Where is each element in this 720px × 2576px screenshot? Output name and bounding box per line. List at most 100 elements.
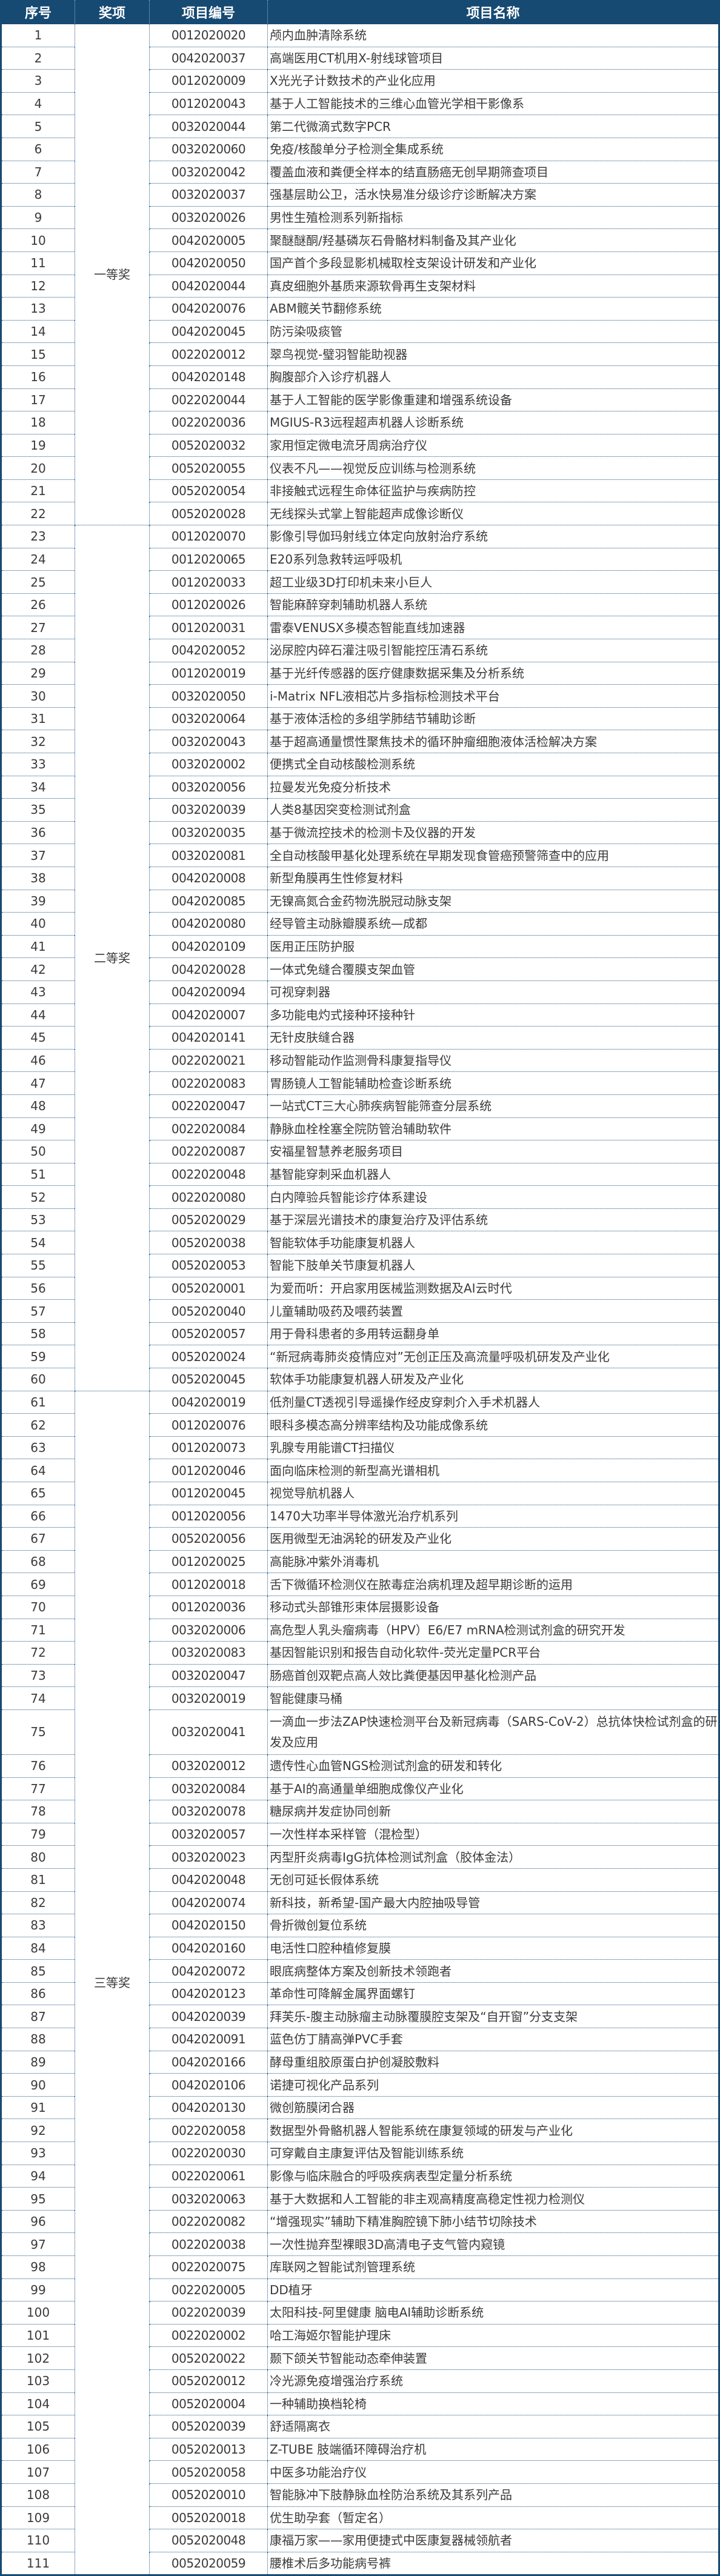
table-row: 68 0012020025 高能脉冲紫外消毒机 <box>1 1549 719 1573</box>
row-seq: 104 <box>1 2392 75 2415</box>
row-seq: 82 <box>1 1891 75 1914</box>
project-name: 眼底病整体方案及创新技术领跑者 <box>267 1959 719 1983</box>
table-row: 93 0022020030 可穿戴自主康复评估及智能训练系统 <box>1 2142 719 2165</box>
project-name: 库联网之智能试剂管理系统 <box>267 2255 719 2279</box>
table-row: 42 0042020028 一体式免缝合覆膜支架血管 <box>1 957 719 981</box>
table-row: 103 0052020012 冷光源免疫增强治疗系统 <box>1 2369 719 2393</box>
table-row: 91 0042020130 微创筋膜闭合器 <box>1 2095 719 2119</box>
row-seq: 9 <box>1 205 75 229</box>
row-seq: 18 <box>1 411 75 434</box>
table-row: 41 0042020109 医用正压防护服 <box>1 934 719 958</box>
project-name: 一体式免缝合覆膜支架血管 <box>267 957 719 981</box>
row-seq: 100 <box>1 2301 75 2325</box>
row-seq: 20 <box>1 456 75 480</box>
table-row: 98 0022020075 库联网之智能试剂管理系统 <box>1 2255 719 2279</box>
project-code: 0012020033 <box>149 570 268 594</box>
table-row: 34 0032020056 拉曼发光免疫分析技术 <box>1 775 719 799</box>
table-row: 26 0012020026 智能麻醉穿刺辅助机器人系统 <box>1 593 719 616</box>
project-code: 0012020009 <box>149 69 268 93</box>
project-name: 优生助孕套（暂定名） <box>267 2506 719 2529</box>
project-code: 0042020028 <box>149 957 268 981</box>
table-row: 96 0022020082 “增强现实”辅助下精准胸腔镜下肺小结节切除技术 <box>1 2209 719 2233</box>
row-seq: 99 <box>1 2278 75 2301</box>
table-row: 101 0022020002 哈工海姬尔智能护理床 <box>1 2323 719 2347</box>
row-seq: 106 <box>1 2437 75 2461</box>
project-name: 乳腺专用能谱CT扫描仪 <box>267 1436 719 1459</box>
table-row: 72 0032020083 基因智能识别和报告自动化软件-荧光定量PCR平台 <box>1 1641 719 1665</box>
row-seq: 41 <box>1 934 75 958</box>
project-code: 0012020043 <box>149 92 268 115</box>
row-seq: 84 <box>1 1936 75 1960</box>
project-name: 智能软体手功能康复机器人 <box>267 1231 719 1254</box>
project-name: 基于超高通量惯性聚焦技术的循环肿瘤细胞液体活检解决方案 <box>267 730 719 753</box>
project-code: 0032020044 <box>149 115 268 138</box>
table-row: 86 0042020123 革命性可降解金属界面螺钉 <box>1 1982 719 2005</box>
table-row: 74 0032020019 智能健康马桶 <box>1 1686 719 1710</box>
project-code: 0042020045 <box>149 319 268 343</box>
table-row: 28 0042020052 泌尿腔内碎石灌注吸引智能控压清石系统 <box>1 639 719 662</box>
table-row: 52 0022020080 白内障验兵智能诊疗体系建设 <box>1 1185 719 1209</box>
project-name: 医用正压防护服 <box>267 934 719 958</box>
table-row: 40 0042020080 经导管主动脉瓣膜系统—成都 <box>1 912 719 936</box>
project-name: 肠癌首创双靶点高人效比粪便基因甲基化检测产品 <box>267 1663 719 1687</box>
table-row: 27 0012020031 雷泰VENUSX多模态智能直线加速器 <box>1 616 719 639</box>
project-name: 家用恒定微电流牙周病治疗仪 <box>267 433 719 457</box>
row-seq: 2 <box>1 46 75 70</box>
row-seq: 43 <box>1 980 75 1004</box>
table-row: 29 0012020019 基于光纤传感器的医疗健康数据采集及分析系统 <box>1 661 719 685</box>
row-seq: 37 <box>1 844 75 867</box>
row-seq: 50 <box>1 1140 75 1163</box>
table-row: 108 0052020010 智能脉冲下肢静脉血栓防治系统及其系列产品 <box>1 2483 719 2507</box>
row-seq: 30 <box>1 684 75 708</box>
project-name: 移动智能动作监测骨科康复指导仪 <box>267 1048 719 1072</box>
table-row: 18 0022020036 MGIUS-R3远程超声机器人诊断系统 <box>1 411 719 434</box>
row-seq: 78 <box>1 1800 75 1823</box>
project-code: 0032020026 <box>149 205 268 229</box>
table-row: 49 0022020084 静脉血栓栓塞全院防管治辅助软件 <box>1 1117 719 1140</box>
project-code: 0022020012 <box>149 342 268 366</box>
table-row: 94 0022020061 影像与临床融合的呼吸疾病表型定量分析系统 <box>1 2164 719 2188</box>
table-row: 82 0042020074 新科技，新希望-国产最大内腔抽吸导管 <box>1 1891 719 1914</box>
table-row: 11 0042020050 国产首个多段显影机械取栓支架设计研发和产业化 <box>1 251 719 275</box>
table-row: 104 0052020004 一种辅助换档轮椅 <box>1 2392 719 2415</box>
project-code: 0052020056 <box>149 1527 268 1551</box>
project-code: 0042020166 <box>149 2050 268 2074</box>
project-name: 蓝色仿丁腈高弹PVC手套 <box>267 2028 719 2051</box>
project-name: 舒适隔离衣 <box>267 2415 719 2438</box>
project-name: 泌尿腔内碎石灌注吸引智能控压清石系统 <box>267 639 719 662</box>
table-row: 89 0042020166 酵母重组胶原蛋白护创凝胶敷料 <box>1 2050 719 2074</box>
project-code: 0042020039 <box>149 2005 268 2028</box>
project-name: 影像引导伽玛射线立体定向放射治疗系统 <box>267 525 719 548</box>
project-name: 拜芙乐-腹主动脉瘤主动脉覆膜腔支架及“自开窗”分支支架 <box>267 2005 719 2028</box>
table-row: 56 0052020001 为爱而听：开启家用医械监测数据及AI云时代 <box>1 1276 719 1300</box>
row-seq: 91 <box>1 2095 75 2119</box>
project-name: 翠鸟视觉-璧羽智能助视器 <box>267 342 719 366</box>
row-seq: 102 <box>1 2346 75 2370</box>
project-code: 0052020001 <box>149 1276 268 1300</box>
project-name: 哈工海姬尔智能护理床 <box>267 2323 719 2347</box>
table-row: 12 0042020044 真皮细胞外基质来源软骨再生支架材料 <box>1 274 719 298</box>
project-name: 超工业级3D打印机未来小巨人 <box>267 570 719 594</box>
project-code: 0042020123 <box>149 1982 268 2005</box>
project-code: 0022020039 <box>149 2301 268 2325</box>
project-code: 0032020006 <box>149 1618 268 1642</box>
table-row: 13 0042020076 ABM髋关节翻修系统 <box>1 297 719 321</box>
project-code: 0052020024 <box>149 1345 268 1368</box>
row-seq: 5 <box>1 115 75 138</box>
project-code: 0042020007 <box>149 1003 268 1027</box>
table-row: 71 0032020006 高危型人乳头瘤病毒（HPV）E6/E7 mRNA检测试剂… <box>1 1618 719 1642</box>
project-name: 拉曼发光免疫分析技术 <box>267 775 719 799</box>
project-code: 0012020020 <box>149 24 268 47</box>
project-code: 0042020160 <box>149 1936 268 1960</box>
table-row: 22 0052020028 无线探头式掌上智能超声成像诊断仪 <box>1 502 719 525</box>
project-name: 影像与临床融合的呼吸疾病表型定量分析系统 <box>267 2164 719 2188</box>
table-row: 19 0052020032 家用恒定微电流牙周病治疗仪 <box>1 433 719 457</box>
table-row: 102 0052020022 颞下颌关节智能动态牵伸装置 <box>1 2346 719 2370</box>
project-name: 数据型外骨骼机器人智能系统在康复领域的研发与产业化 <box>267 2118 719 2142</box>
table-row: 77 0032020084 基于AI的高通量单细胞成像仪产业化 <box>1 1777 719 1800</box>
project-name: 视觉导航机器人 <box>267 1482 719 1505</box>
project-name: E20系列急救转运呼吸机 <box>267 547 719 571</box>
project-code: 0052020055 <box>149 456 268 480</box>
row-seq: 58 <box>1 1322 75 1345</box>
row-seq: 53 <box>1 1208 75 1231</box>
